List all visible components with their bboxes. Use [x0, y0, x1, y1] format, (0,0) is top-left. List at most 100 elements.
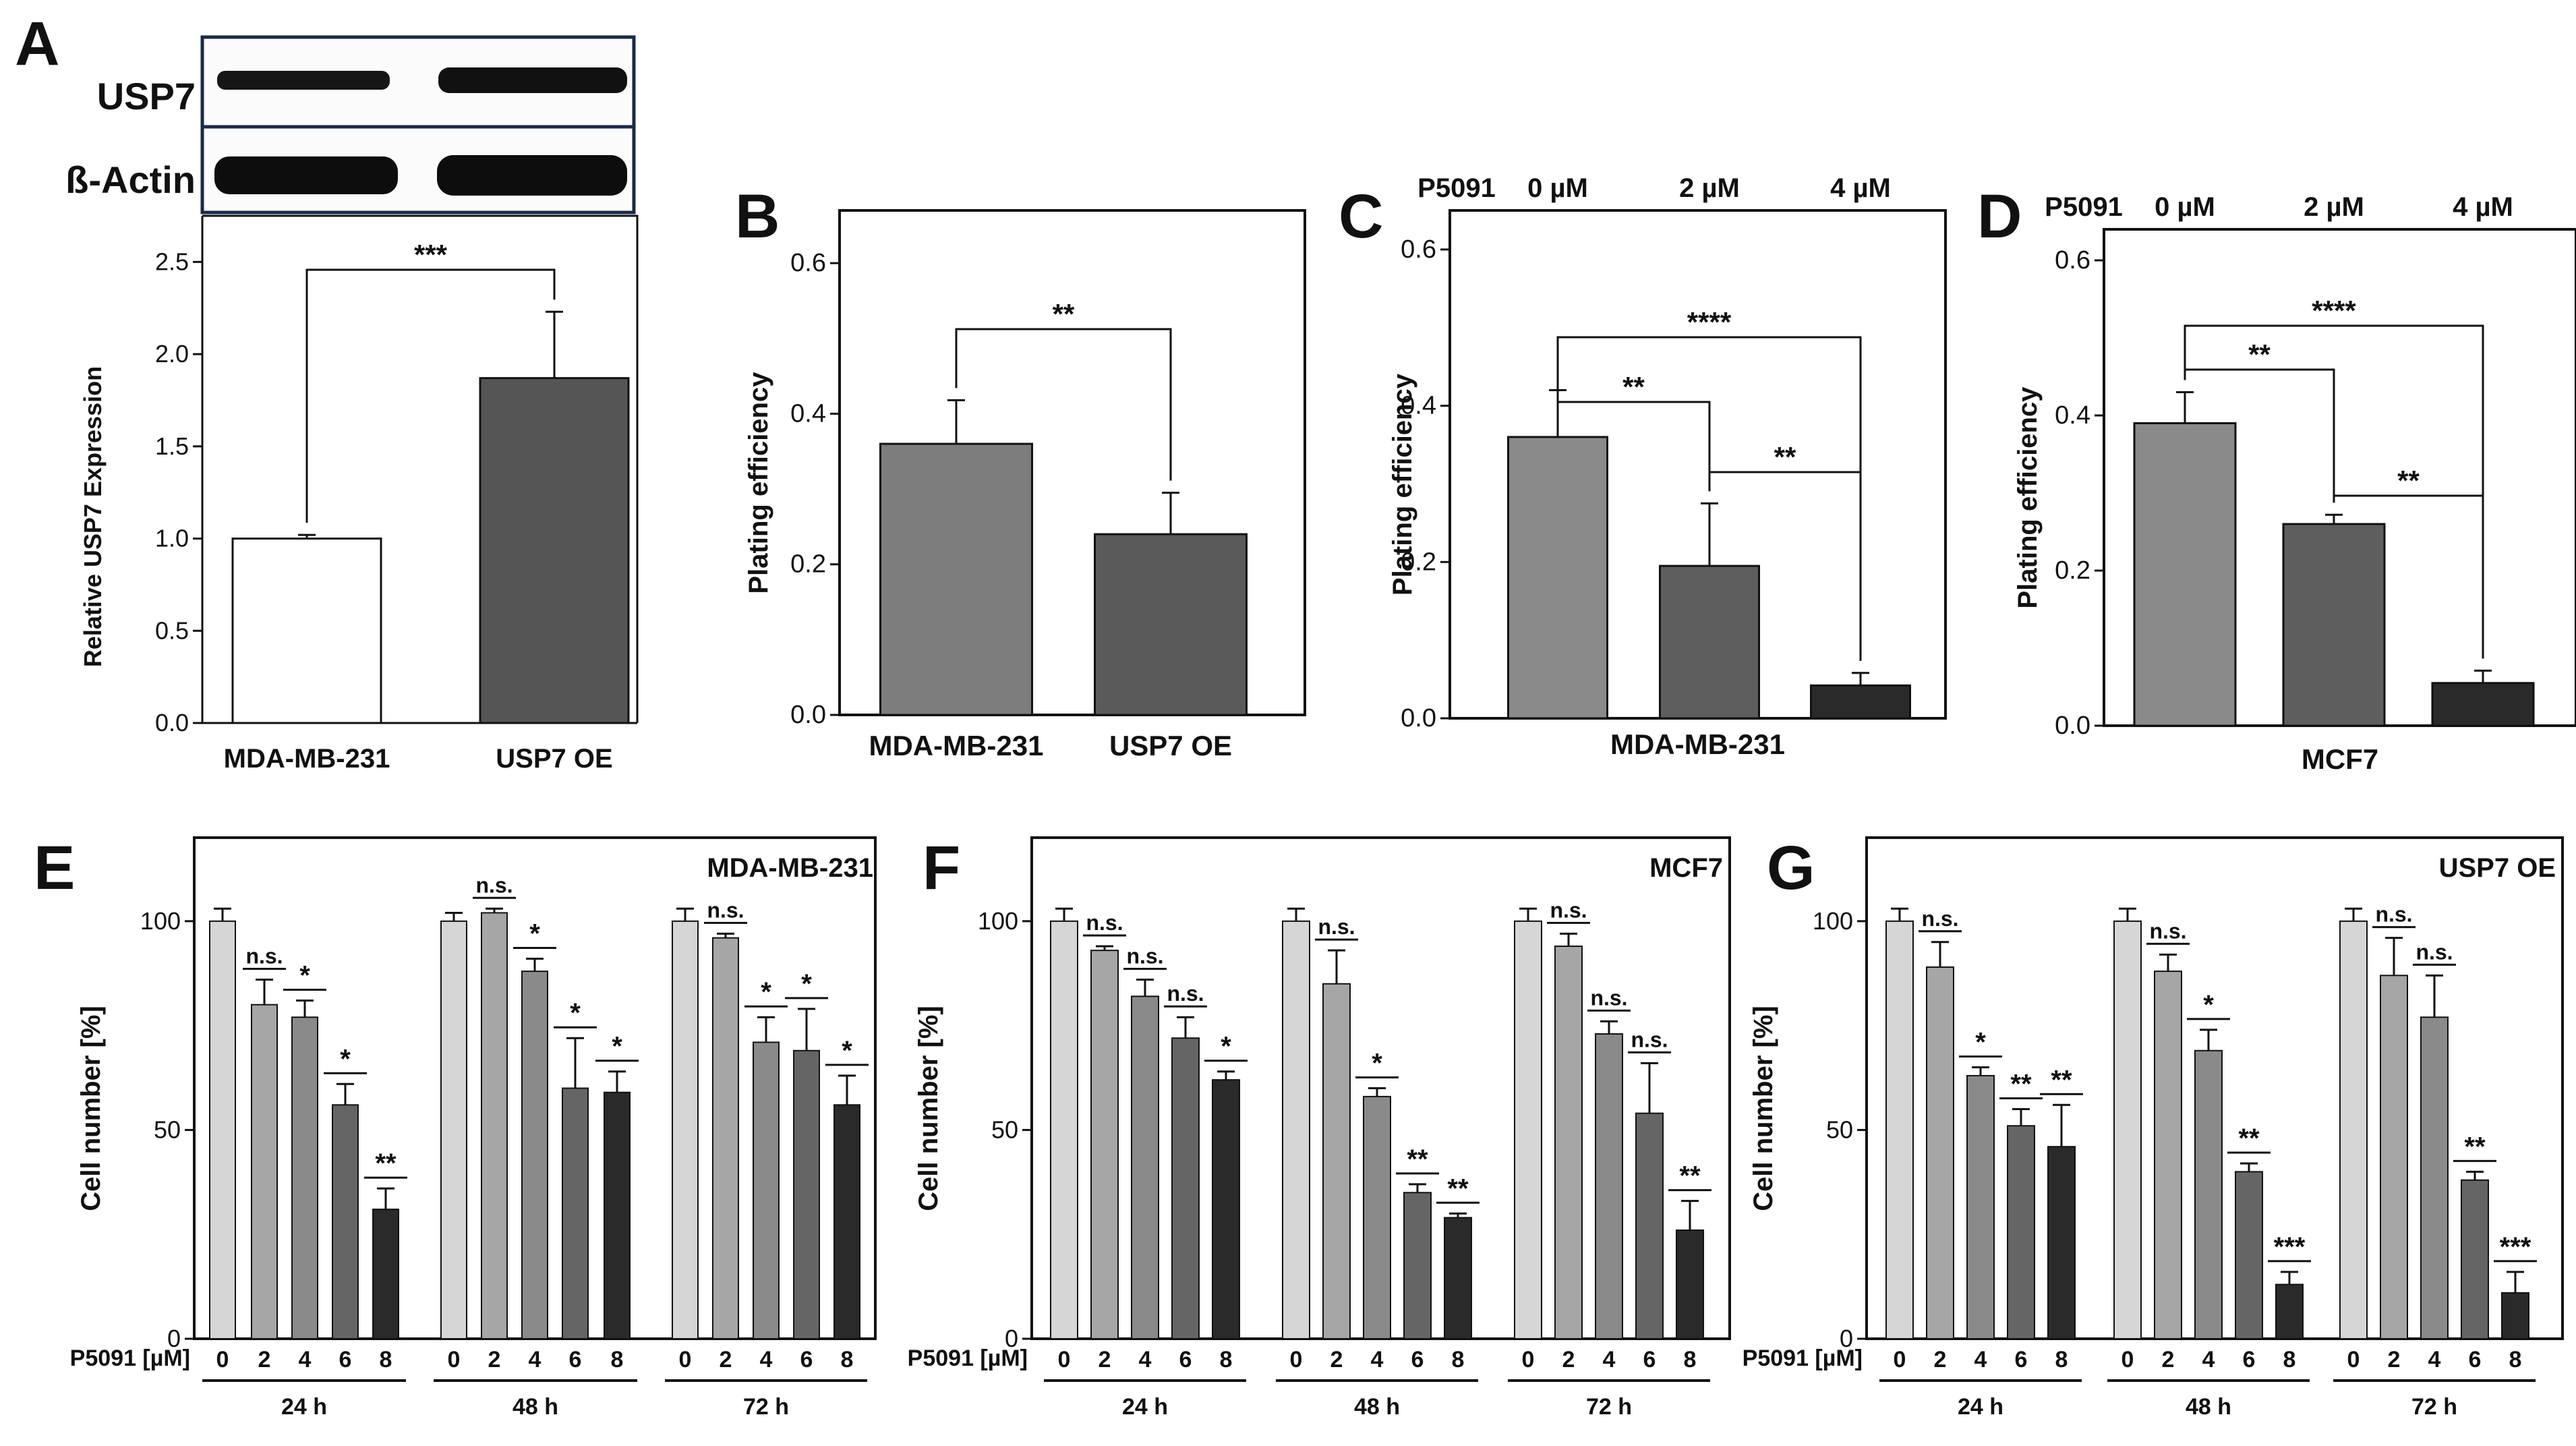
panel-label-b: B [735, 182, 780, 251]
panel-g-dose-label: 6 [2015, 1347, 2028, 1372]
panel-c-sig-bracket [1708, 471, 1862, 661]
panel-a-sig-label: *** [414, 239, 448, 270]
panel-e-bar [753, 1041, 780, 1340]
panel-f-group-label: 72 h [1586, 1394, 1632, 1420]
panel-e-bar [209, 920, 236, 1340]
panel-g-dose-label: 2 [2162, 1347, 2175, 1372]
actin-band-oe [437, 155, 627, 196]
actin-label: ß-Actin [65, 158, 196, 201]
panel-e-dose-label: 4 [529, 1347, 541, 1372]
panel-e-dose-label: 0 [216, 1347, 229, 1372]
panel-d-x-label: MCF7 [2302, 743, 2378, 775]
panel-c-sig-label: **** [1687, 306, 1732, 338]
panel-c-bar [1659, 565, 1760, 720]
panel-f-bar [1676, 1230, 1704, 1340]
panel-f-bar [1635, 1112, 1664, 1340]
panel-a-y-label: Relative USP7 Expression [79, 366, 107, 667]
panel-f-bar [1444, 1217, 1472, 1339]
panel-g-bar [1926, 966, 1954, 1339]
panel-e-bar [291, 1016, 318, 1340]
panel-f-dose-label: 6 [1179, 1347, 1192, 1372]
panel-f-ytick-label: 100 [978, 907, 1018, 935]
panel-e-sig-label: * [842, 1036, 852, 1066]
panel-e-group-label: 72 h [743, 1394, 789, 1420]
panel-e-x-label: P5091 [µM] [70, 1346, 190, 1371]
panel-g-bar [2154, 971, 2182, 1339]
panel-c-ytick-label: 0.4 [1401, 392, 1436, 420]
panel-b: 0.0 0.2 0.4 0.6 Plating efficiency MDA-MB-231… [744, 209, 1306, 761]
panel-g-bar [2194, 1049, 2223, 1340]
panel-label-a: A [15, 9, 59, 78]
panel-g-y-label: Cell number [%] [1749, 1006, 1778, 1211]
panel-g-bar [2047, 1146, 2076, 1340]
panel-c-dose-label: 4 µM [1830, 173, 1891, 203]
panel-f-dose-label: 2 [1099, 1347, 1111, 1372]
panel-e-group-label: 48 h [513, 1394, 558, 1420]
panel-e-sig-label: * [612, 1032, 622, 1062]
panel-e-dose-label: 0 [448, 1347, 461, 1372]
panel-f-bar [1131, 995, 1159, 1339]
panel-g-sig-label: n.s. [2149, 919, 2186, 943]
panel-g-bar [2007, 1125, 2035, 1339]
panel-g-group-label: 24 h [1958, 1394, 2003, 1420]
panel-g-dose-label: 6 [2243, 1347, 2256, 1372]
panel-e-bar [251, 1004, 278, 1339]
panel-a: 0.0 0.5 1.0 1.5 2.0 2.5 Relative USP7 Expressi… [79, 214, 639, 774]
panel-g-dose-label: 6 [2469, 1347, 2482, 1372]
panel-e-dose-label: 2 [720, 1347, 732, 1372]
panel-g-bar [2420, 1016, 2449, 1340]
panel-e-ytick-label: 50 [154, 1116, 181, 1143]
panel-c-dose-label: 2 µM [1679, 173, 1740, 203]
panel-e-sig-label: n.s. [707, 898, 744, 922]
panel-g-sig-label: ** [2010, 1069, 2032, 1099]
panel-g-dose-label: 8 [2055, 1347, 2068, 1372]
panel-f-bar [1171, 1037, 1200, 1339]
panel-f-bar [1554, 945, 1583, 1339]
panel-f-dose-label: 0 [1058, 1347, 1071, 1372]
panel-e-title: MDA-MB-231 [707, 853, 873, 883]
panel-g-dose-label: 4 [1974, 1347, 1987, 1372]
panel-b-y-label: Plating efficiency [744, 372, 773, 594]
panel-e-dose-label: 0 [679, 1347, 692, 1372]
panel-f-bar [1212, 1079, 1240, 1340]
panel-b-ytick-label: 0.0 [790, 701, 826, 729]
panel-a-ytick-label: 1.0 [155, 525, 189, 552]
panel-f-sig-label: n.s. [1086, 910, 1123, 935]
panel-e-sig-label: n.s. [475, 873, 513, 897]
panel-d-ytick-label: 0.0 [2055, 712, 2090, 740]
panel-e-bar [672, 920, 699, 1340]
panel-c-bar [1507, 436, 1608, 720]
panel-e-group-label: 24 h [281, 1394, 327, 1420]
panel-f-dose-label: 4 [1603, 1347, 1616, 1372]
panel-e-ytick-label: 0 [167, 1325, 181, 1352]
panel-g-dose-label: 8 [2509, 1347, 2522, 1372]
panel-f-dose-label: 2 [1562, 1347, 1575, 1372]
panel-e-bar [481, 912, 508, 1339]
panel-a-category-label: USP7 OE [496, 744, 612, 774]
panel-f-dose-label: 6 [1411, 1347, 1424, 1372]
panel-g-sig-label: *** [2274, 1232, 2306, 1262]
panel-d-dose-label: 0 µM [2155, 192, 2215, 222]
panel-b-ytick-label: 0.4 [790, 399, 826, 428]
panel-d-sig-label: **** [2312, 295, 2356, 326]
western-blot: USP7 ß-Actin [65, 35, 636, 214]
panel-f-title: MCF7 [1649, 853, 1723, 883]
panel-d-ytick-label: 0.4 [2055, 401, 2090, 430]
panel-g-sig-label: ** [2051, 1065, 2072, 1095]
panel-g-sig-label: * [2203, 990, 2214, 1020]
panel-g-bar [2275, 1283, 2304, 1339]
panel-f-dose-label: 8 [1452, 1347, 1465, 1372]
panel-f-bar [1403, 1192, 1432, 1339]
panel-f-sig-label: n.s. [1167, 981, 1204, 1006]
panel-f-dose-label: 0 [1290, 1347, 1303, 1372]
panel-b-ytick-label: 0.2 [790, 550, 826, 579]
panel-c: 0.0 0.2 0.4 0.6 Plating efficiency P5091 0 µM 2… [1388, 173, 1947, 760]
panel-f-bar [1090, 950, 1119, 1340]
panel-a-ytick-label: 1.5 [155, 432, 189, 460]
panel-f-dose-label: 4 [1139, 1347, 1152, 1372]
panel-b-bar [879, 442, 1033, 716]
charts: 0.0 0.5 1.0 1.5 2.0 2.5 Relative USP7 Expressi… [70, 173, 2576, 1420]
panel-g-dose-label: 4 [2202, 1347, 2215, 1372]
panel-g-group-label: 48 h [2186, 1394, 2231, 1420]
